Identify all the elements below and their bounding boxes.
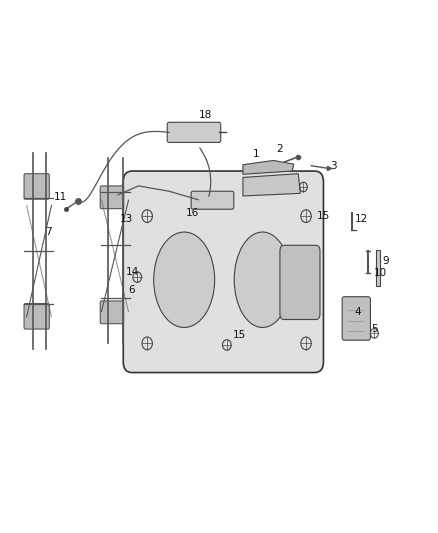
Polygon shape	[243, 160, 294, 174]
Text: 10: 10	[374, 268, 387, 278]
Text: 13: 13	[120, 214, 133, 224]
FancyBboxPatch shape	[123, 171, 323, 373]
FancyBboxPatch shape	[280, 245, 320, 319]
FancyBboxPatch shape	[191, 191, 234, 209]
Text: 12: 12	[355, 214, 368, 224]
Text: 15: 15	[317, 211, 330, 221]
Text: 18: 18	[198, 110, 212, 120]
FancyBboxPatch shape	[167, 122, 221, 142]
FancyBboxPatch shape	[100, 186, 124, 209]
FancyBboxPatch shape	[100, 301, 124, 324]
FancyBboxPatch shape	[24, 304, 49, 329]
Text: 11: 11	[53, 191, 67, 201]
Polygon shape	[376, 249, 380, 286]
Text: 16: 16	[185, 208, 199, 219]
Ellipse shape	[154, 232, 215, 327]
Text: 4: 4	[354, 306, 361, 317]
Polygon shape	[243, 174, 300, 196]
Ellipse shape	[234, 232, 291, 327]
Text: 1: 1	[253, 149, 259, 158]
FancyBboxPatch shape	[24, 174, 49, 199]
Text: 5: 5	[371, 324, 378, 334]
Text: 6: 6	[128, 285, 134, 295]
Text: 2: 2	[277, 144, 283, 154]
Text: 14: 14	[125, 267, 138, 277]
Text: 9: 9	[382, 256, 389, 266]
Text: 3: 3	[330, 161, 336, 171]
Text: 15: 15	[233, 330, 247, 341]
FancyBboxPatch shape	[342, 297, 371, 340]
Text: 7: 7	[45, 227, 52, 237]
